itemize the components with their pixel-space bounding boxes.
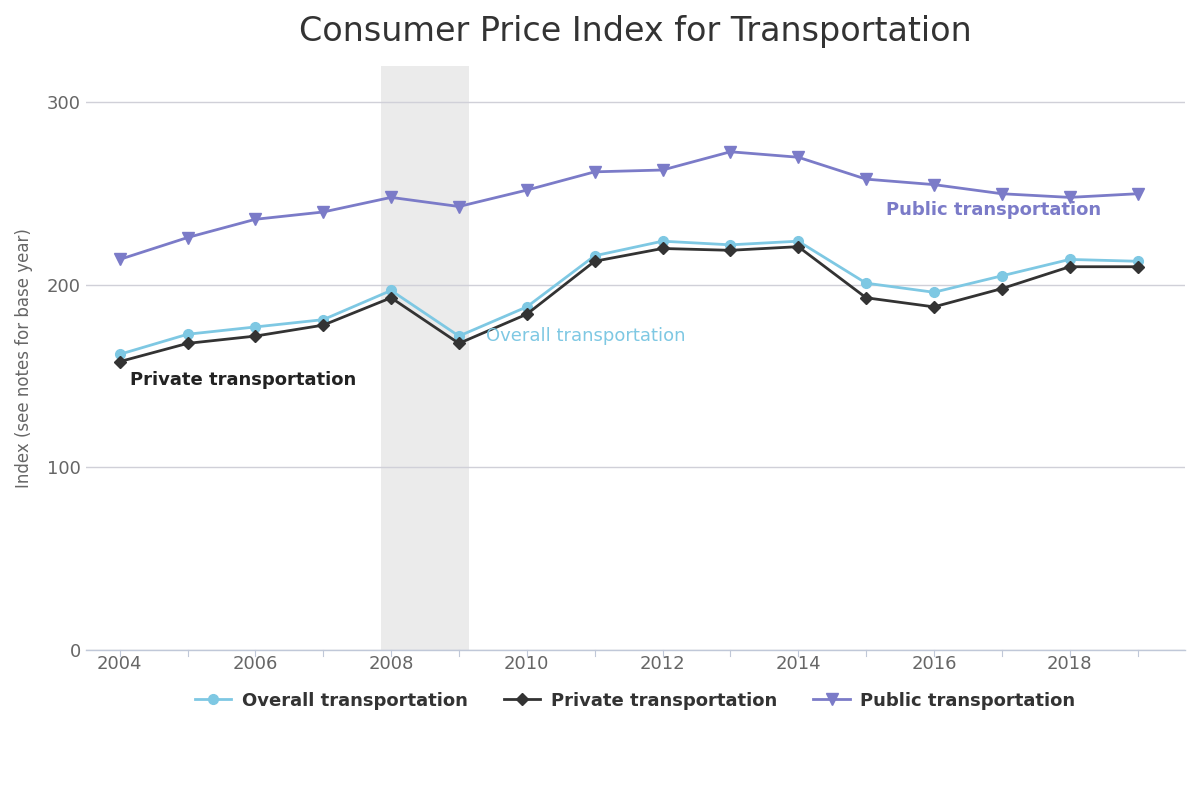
Private transportation bbox=[248, 331, 263, 341]
Bar bbox=[380, 66, 469, 650]
Overall transportation bbox=[995, 271, 1009, 281]
Private transportation bbox=[316, 320, 330, 330]
Private transportation bbox=[113, 357, 127, 366]
Text: Public transportation: Public transportation bbox=[887, 201, 1102, 219]
Overall transportation bbox=[248, 322, 263, 332]
Private transportation bbox=[995, 284, 1009, 294]
Legend: Overall transportation, Private transportation, Public transportation: Overall transportation, Private transpor… bbox=[188, 684, 1082, 717]
Public transportation bbox=[316, 207, 330, 217]
Overall transportation bbox=[1130, 257, 1145, 266]
Public transportation bbox=[995, 189, 1009, 198]
Private transportation bbox=[724, 246, 738, 255]
Public transportation bbox=[1130, 189, 1145, 198]
Private transportation bbox=[384, 293, 398, 302]
Public transportation bbox=[791, 153, 805, 162]
Overall transportation bbox=[926, 287, 941, 297]
Private transportation bbox=[588, 257, 602, 266]
Overall transportation bbox=[655, 236, 670, 246]
Public transportation bbox=[451, 202, 466, 211]
Public transportation bbox=[1062, 193, 1076, 202]
Text: Private transportation: Private transportation bbox=[130, 371, 356, 389]
Public transportation bbox=[384, 193, 398, 202]
Public transportation bbox=[655, 166, 670, 175]
Overall transportation bbox=[113, 350, 127, 359]
Public transportation bbox=[859, 174, 874, 184]
Public transportation bbox=[926, 180, 941, 190]
Private transportation bbox=[926, 302, 941, 312]
Line: Public transportation: Public transportation bbox=[114, 146, 1144, 265]
Public transportation bbox=[248, 214, 263, 224]
Y-axis label: Index (see notes for base year): Index (see notes for base year) bbox=[14, 228, 34, 488]
Overall transportation bbox=[588, 251, 602, 261]
Private transportation bbox=[859, 293, 874, 302]
Private transportation bbox=[655, 244, 670, 254]
Overall transportation bbox=[1062, 254, 1076, 264]
Overall transportation bbox=[451, 331, 466, 341]
Line: Overall transportation: Overall transportation bbox=[115, 236, 1142, 359]
Private transportation bbox=[451, 338, 466, 348]
Overall transportation bbox=[316, 315, 330, 325]
Overall transportation bbox=[724, 240, 738, 250]
Private transportation bbox=[791, 242, 805, 251]
Line: Private transportation: Private transportation bbox=[115, 242, 1141, 366]
Public transportation bbox=[520, 186, 534, 195]
Overall transportation bbox=[180, 330, 194, 339]
Private transportation bbox=[180, 338, 194, 348]
Public transportation bbox=[588, 167, 602, 177]
Public transportation bbox=[724, 147, 738, 157]
Title: Consumer Price Index for Transportation: Consumer Price Index for Transportation bbox=[299, 15, 972, 48]
Private transportation bbox=[1062, 262, 1076, 271]
Overall transportation bbox=[520, 302, 534, 312]
Public transportation bbox=[180, 233, 194, 242]
Overall transportation bbox=[791, 236, 805, 246]
Text: Overall transportation: Overall transportation bbox=[486, 327, 685, 345]
Private transportation bbox=[520, 310, 534, 319]
Public transportation bbox=[113, 254, 127, 264]
Overall transportation bbox=[859, 278, 874, 288]
Overall transportation bbox=[384, 286, 398, 295]
Private transportation bbox=[1130, 262, 1145, 271]
